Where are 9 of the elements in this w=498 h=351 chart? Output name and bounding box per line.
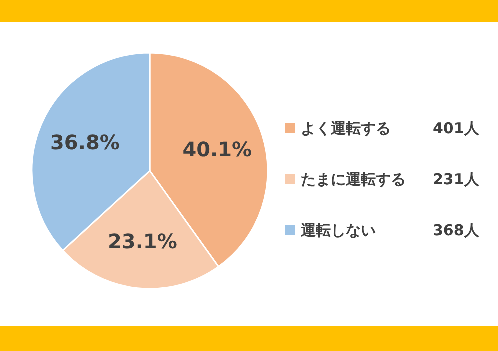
legend-label: 運転しない: [300, 221, 376, 240]
data-label: 36.8%: [50, 130, 120, 154]
legend-label: たまに運転する: [301, 170, 406, 188]
data-label: 40.1%: [182, 137, 252, 162]
legend-label: よく運転する: [301, 119, 391, 138]
data-label: 23.1%: [108, 229, 178, 254]
text: 401人: [433, 119, 480, 138]
text: 231人: [433, 170, 480, 188]
text: 368人: [433, 221, 480, 240]
